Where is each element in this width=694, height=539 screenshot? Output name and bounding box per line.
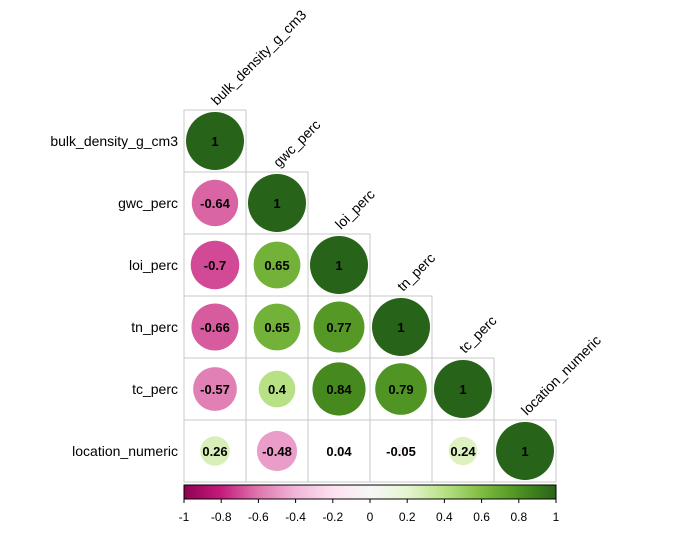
correlation-value-label: 1	[521, 444, 528, 459]
correlation-circle	[496, 422, 554, 480]
column-label: tc_perc	[456, 312, 500, 356]
colorbar-tick-label: -0.2	[322, 510, 343, 524]
correlation-circle	[434, 360, 492, 418]
correlation-circle	[310, 236, 368, 294]
correlation-circle	[258, 370, 296, 408]
colorbar-tick-label: 0.6	[473, 510, 490, 524]
correlation-circle	[190, 240, 240, 290]
correlation-circle	[333, 445, 345, 457]
column-label: gwc_perc	[270, 116, 324, 170]
colorbar-tick-label: 0.8	[510, 510, 527, 524]
row-label: loi_perc	[129, 257, 178, 273]
correlation-value-label: -0.48	[262, 444, 292, 459]
correlation-value-label: 0.24	[450, 444, 476, 459]
correlation-value-label: -0.64	[200, 196, 230, 211]
colorbar-tick-label: 1	[553, 510, 560, 524]
correlation-value-label: 0.4	[268, 382, 287, 397]
correlation-value-label: 0.04	[326, 444, 352, 459]
colorbar-tick-label: -0.4	[285, 510, 306, 524]
correlation-value-label: 0.65	[264, 258, 289, 273]
correlation-value-label: 1	[273, 196, 280, 211]
correlation-value-label: -0.7	[204, 258, 226, 273]
correlation-value-label: 1	[459, 382, 466, 397]
correlation-value-label: -0.66	[200, 320, 230, 335]
correlation-circle	[256, 430, 298, 472]
row-label: tc_perc	[132, 381, 178, 397]
column-label: bulk_density_g_cm3	[208, 6, 310, 108]
correlation-circle	[200, 436, 230, 466]
correlation-value-label: 0.77	[326, 320, 351, 335]
colorbar-tick-label: -0.6	[248, 510, 269, 524]
colorbar-tick-label: -1	[179, 510, 190, 524]
colorbar-tick-label: 0	[367, 510, 374, 524]
correlation-value-label: 1	[211, 134, 218, 149]
correlation-circle	[191, 303, 239, 351]
colorbar-ticks: -1 -0.8 -0.6 -0.4 -0.2 0 0.2 0.4 0.6 0.8 1	[179, 499, 560, 524]
correlation-circle	[193, 367, 237, 411]
column-label: loi_perc	[332, 186, 378, 232]
correlation-circle	[313, 301, 365, 353]
row-label: gwc_perc	[118, 195, 178, 211]
column-label: location_numeric	[518, 332, 604, 418]
column-label: tn_perc	[394, 250, 438, 294]
correlation-circle	[312, 362, 366, 416]
correlation-value-label: 1	[335, 258, 342, 273]
correlation-value-label: 0.65	[264, 320, 289, 335]
row-label: bulk_density_g_cm3	[50, 133, 178, 149]
correlation-circle	[248, 174, 306, 232]
correlation-circle	[372, 298, 430, 356]
correlation-value-label: -0.05	[386, 444, 416, 459]
correlation-value-label: 0.26	[202, 444, 227, 459]
correlation-circle	[253, 241, 301, 289]
correlation-circle	[253, 303, 301, 351]
correlation-circle	[448, 436, 478, 466]
correlation-value-label: -0.57	[200, 382, 230, 397]
colorbar-tick-label: 0.4	[436, 510, 453, 524]
row-labels: bulk_density_g_cm3 gwc_perc loi_perc tn_per…	[50, 133, 178, 459]
correlation-value-label: 1	[397, 320, 404, 335]
correlation-circle	[375, 363, 427, 415]
correlation-cells: 1 -0.64 1 -0.7 0.65 1 -0.66 0.65 0.77 1 -0.57 0.4 0.…	[183, 109, 557, 483]
correlation-value-label: 0.84	[326, 382, 352, 397]
correlation-value-label: 0.79	[388, 382, 413, 397]
correlation-circle	[191, 179, 239, 227]
colorbar-gradient	[183, 484, 557, 500]
row-label: tn_perc	[131, 319, 178, 335]
correlation-circle	[186, 112, 244, 170]
colorbar-tick-label: -0.8	[211, 510, 232, 524]
correlation-circle	[394, 444, 408, 458]
colorbar-tick-label: 0.2	[399, 510, 416, 524]
row-label: location_numeric	[72, 443, 178, 459]
colorbar: -1 -0.8 -0.6 -0.4 -0.2 0 0.2 0.4 0.6 0.8 1	[179, 484, 560, 524]
